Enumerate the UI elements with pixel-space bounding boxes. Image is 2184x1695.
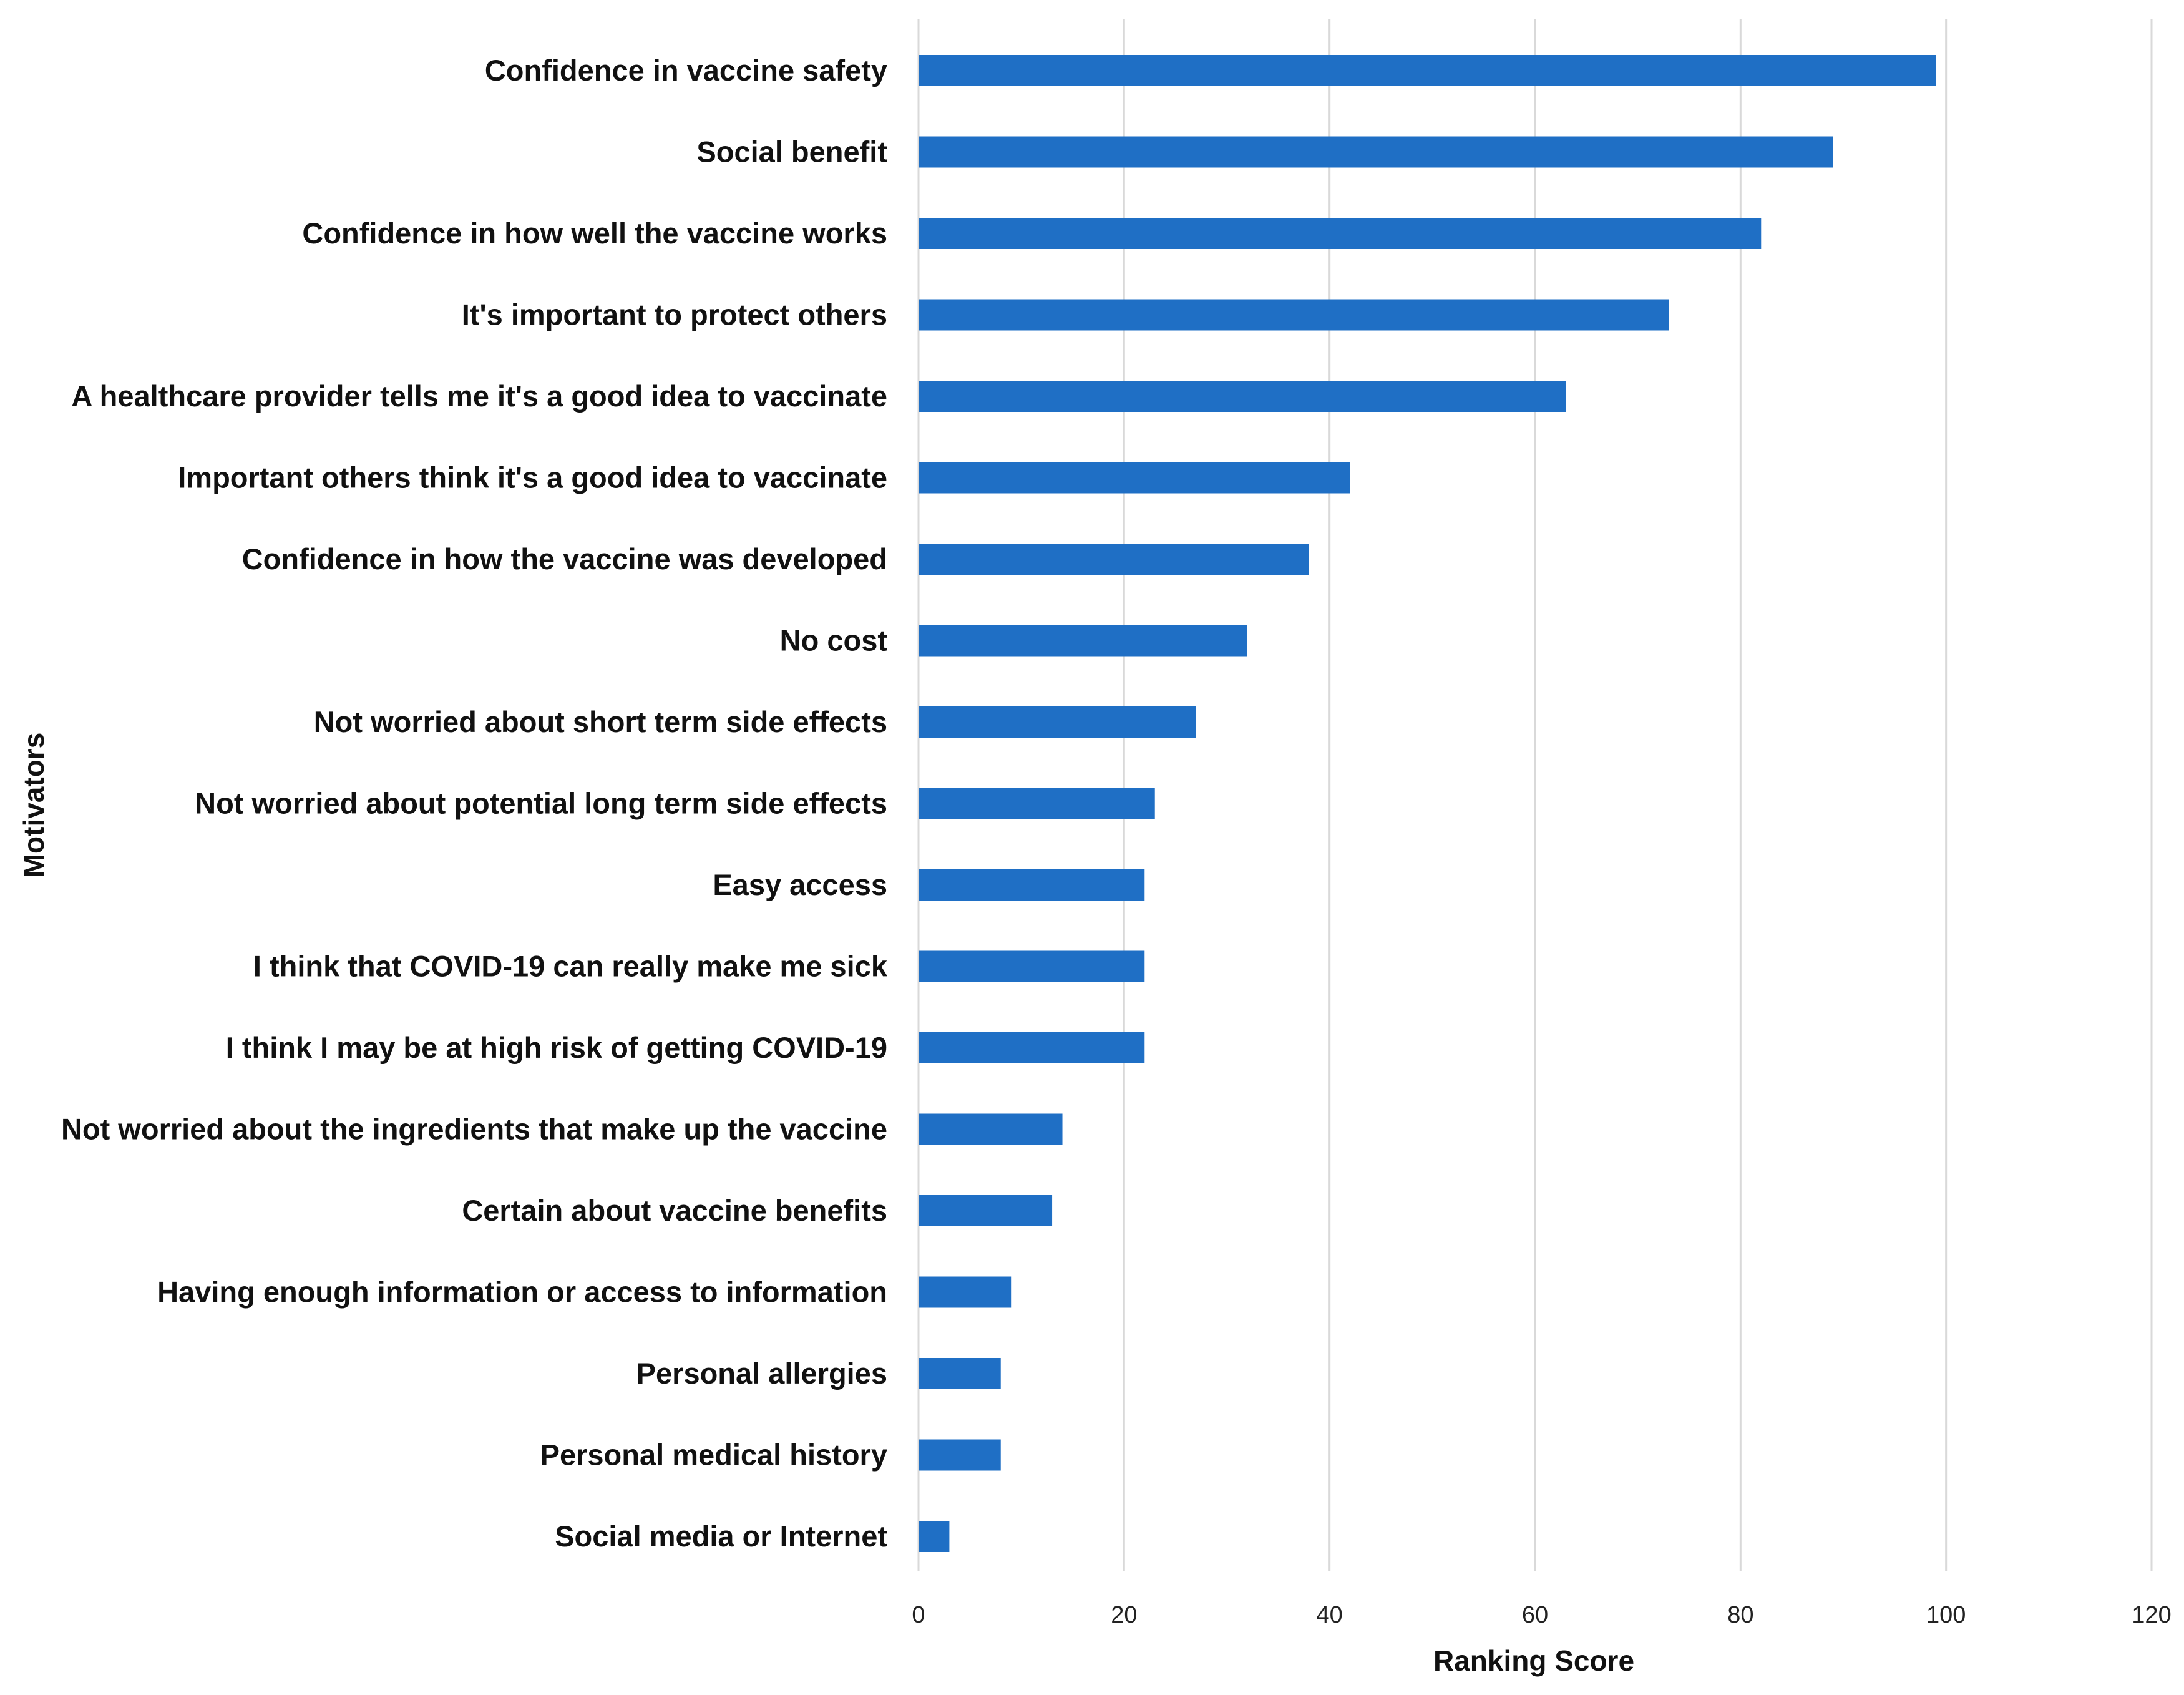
bars	[919, 55, 1936, 1552]
bar	[919, 136, 1833, 168]
category-labels: Confidence in vaccine safety Social benef…	[61, 54, 888, 1553]
category-label: It's important to protect others	[462, 298, 887, 331]
bar	[919, 1113, 1063, 1145]
y-axis-title: Motivators	[17, 733, 50, 878]
category-label: Certain about vaccine benefits	[462, 1194, 887, 1227]
bar	[919, 544, 1309, 575]
category-label: Confidence in vaccine safety	[485, 54, 887, 87]
gridlines	[917, 19, 2153, 1571]
category-label: No cost	[780, 624, 888, 657]
bar	[919, 381, 1566, 412]
bar	[919, 706, 1196, 738]
category-label: Social benefit	[696, 135, 887, 169]
category-label: Confidence in how well the vaccine works	[302, 217, 887, 250]
bar	[919, 55, 1936, 86]
bar	[919, 1439, 1001, 1471]
category-label: Easy access	[713, 868, 887, 901]
bar	[919, 1521, 950, 1552]
bar	[919, 950, 1145, 982]
bar	[919, 1276, 1012, 1308]
category-label: Not worried about short term side effect…	[314, 705, 887, 738]
x-tick-label: 20	[1111, 1602, 1137, 1628]
category-label: Confidence in how the vaccine was develo…	[242, 542, 887, 575]
bar	[919, 299, 1669, 331]
bar	[919, 218, 1762, 249]
category-label: Not worried about the ingredients that m…	[61, 1113, 887, 1146]
bar	[919, 869, 1145, 901]
category-label: Social media or Internet	[555, 1520, 887, 1553]
x-tick-labels: 0 20 40 60 80 100 120	[912, 1602, 2171, 1628]
category-label: Having enough information or access to i…	[157, 1276, 887, 1309]
category-label: Personal medical history	[540, 1439, 887, 1472]
category-label: Personal allergies	[636, 1357, 887, 1390]
category-label: Important others think it's a good idea …	[178, 461, 887, 494]
category-label: I think that COVID-19 can really make me…	[253, 950, 888, 983]
bar	[919, 1195, 1053, 1226]
bar	[919, 462, 1350, 494]
category-label: A healthcare provider tells me it's a go…	[71, 379, 887, 413]
x-tick-label: 80	[1727, 1602, 1753, 1628]
x-axis-title: Ranking Score	[1433, 1644, 1634, 1677]
bar	[919, 1358, 1001, 1389]
bar	[919, 788, 1155, 819]
x-tick-label: 100	[1926, 1602, 1966, 1628]
category-label: Not worried about potential long term si…	[195, 787, 887, 820]
x-tick-label: 40	[1317, 1602, 1343, 1628]
x-tick-label: 120	[2132, 1602, 2171, 1628]
category-label: I think I may be at high risk of getting…	[226, 1031, 887, 1064]
bar	[919, 625, 1247, 657]
x-tick-label: 0	[912, 1602, 925, 1628]
x-tick-label: 60	[1522, 1602, 1548, 1628]
bar	[919, 1032, 1145, 1063]
